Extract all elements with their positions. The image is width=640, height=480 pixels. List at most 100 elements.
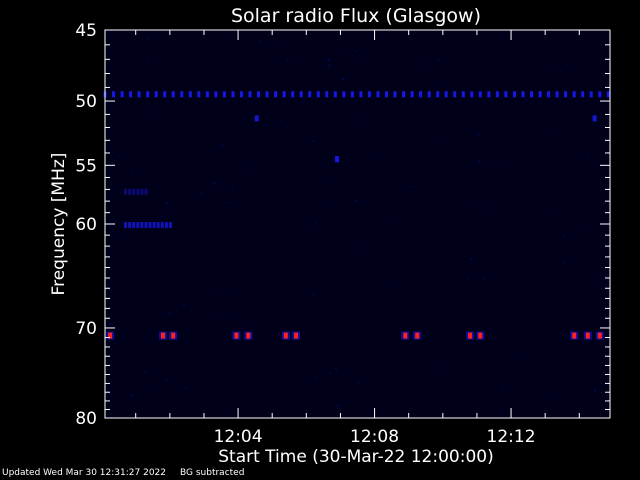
emission-pixel [333, 91, 337, 98]
y-tick-label: 60 [75, 215, 97, 235]
noise-pixel [223, 290, 226, 293]
noise-pixel [217, 181, 220, 183]
x-axis: 12:04 12:08 12:12 [135, 30, 580, 447]
noise-pixel [213, 182, 216, 185]
emission-pixel [140, 222, 144, 229]
emission-pixel [547, 91, 551, 98]
noise-pixel [301, 101, 304, 103]
noise-pixel [312, 140, 315, 142]
noise-pixel [108, 169, 111, 172]
noise-pixel [183, 304, 185, 306]
emission-pixel [128, 188, 132, 195]
emission-pixel [152, 222, 156, 229]
noise-pixel [524, 99, 527, 101]
noise-pixel [502, 384, 505, 387]
noise-pixel [437, 59, 439, 62]
emission-burst [294, 332, 299, 339]
emission-pixel [495, 91, 499, 98]
emission-pixel [156, 222, 160, 229]
emission-pixel [436, 91, 440, 98]
noise-pixel [470, 258, 473, 260]
emission-pixel [164, 222, 168, 229]
emission-pixel [265, 91, 269, 98]
emission-pixel [581, 91, 585, 98]
emission-pixel [606, 91, 610, 98]
emission-pixel [140, 188, 144, 195]
emission-pixel [148, 222, 152, 229]
noise-pixel [166, 202, 168, 204]
emission-pixel [136, 222, 140, 229]
x-axis-label: Start Time (30-Mar-22 12:00:00) [218, 447, 493, 467]
emission-pixel [470, 91, 474, 98]
emission-pixel [128, 222, 132, 229]
noise-pixel [241, 327, 244, 329]
emission-pixel [154, 91, 158, 98]
emission-pixel [231, 91, 235, 98]
noise-pixel [484, 333, 487, 336]
emission-pixel [248, 91, 252, 98]
noise-pixel [355, 200, 358, 202]
emission-pixel [444, 91, 448, 98]
noise-pixel [327, 64, 330, 67]
y-tick-label: 55 [75, 156, 97, 176]
emission-pixel [308, 91, 312, 98]
emission-pixel [453, 91, 457, 98]
noise-pixel [444, 139, 447, 141]
emission-pixel [129, 91, 133, 98]
noise-pixel [351, 54, 354, 57]
noise-pixel [144, 371, 147, 373]
emission-burst [415, 332, 420, 339]
emission-burst [468, 332, 473, 339]
emission-pixel [538, 91, 542, 98]
emission-pixel [393, 91, 397, 98]
noise-pixel [160, 215, 163, 217]
emission-pixel [146, 91, 150, 98]
emission-pixel [160, 222, 164, 229]
noise-pixel [477, 133, 480, 135]
noise-pixel [332, 200, 335, 202]
noise-pixel [131, 173, 134, 175]
noise-pixel [482, 278, 485, 280]
noise-pixel [352, 247, 355, 250]
noise-pixel [467, 278, 470, 280]
noise-pixel [228, 202, 231, 204]
noise-pixel [582, 341, 585, 343]
emission-pixel [112, 91, 115, 98]
emission-pixel [589, 91, 593, 98]
noise-pixel [221, 144, 224, 147]
emission-pixel [124, 222, 127, 229]
x-tick-label: 12:08 [350, 427, 399, 447]
noise-pixel [381, 158, 384, 160]
emission-pixel [316, 91, 320, 98]
emission-pixel [180, 91, 184, 98]
emission-pixel [342, 91, 346, 98]
noise-pixel [286, 59, 289, 62]
noise-pixel [174, 93, 176, 96]
emission-burst [283, 332, 288, 339]
noise-pixel [341, 78, 344, 80]
emission-pixel [205, 91, 209, 98]
noise-pixel [495, 166, 498, 168]
emission-pixel [367, 91, 371, 98]
noise-pixel [559, 70, 562, 73]
emission-pixel [530, 91, 533, 98]
emission-pixel [291, 91, 295, 98]
emission-pixel [419, 91, 423, 98]
emission-pixel [572, 91, 576, 98]
noise-pixel [271, 40, 274, 43]
noise-pixel [446, 95, 449, 97]
emission-pixel [325, 91, 329, 98]
emission-pixel [376, 91, 380, 98]
noise-pixel [438, 367, 441, 369]
noise-pixel [148, 111, 151, 114]
noise-pixel [594, 389, 596, 392]
emission-burst [171, 332, 176, 339]
noise-pixel [332, 65, 335, 67]
y-tick-label: 50 [75, 92, 97, 112]
noise-pixel [589, 229, 592, 232]
noise-pixel [409, 185, 412, 188]
noise-pixel [327, 176, 329, 178]
noise-pixel [385, 283, 388, 285]
footer-updated: Updated Wed Mar 30 12:31:27 2022 [2, 468, 166, 478]
